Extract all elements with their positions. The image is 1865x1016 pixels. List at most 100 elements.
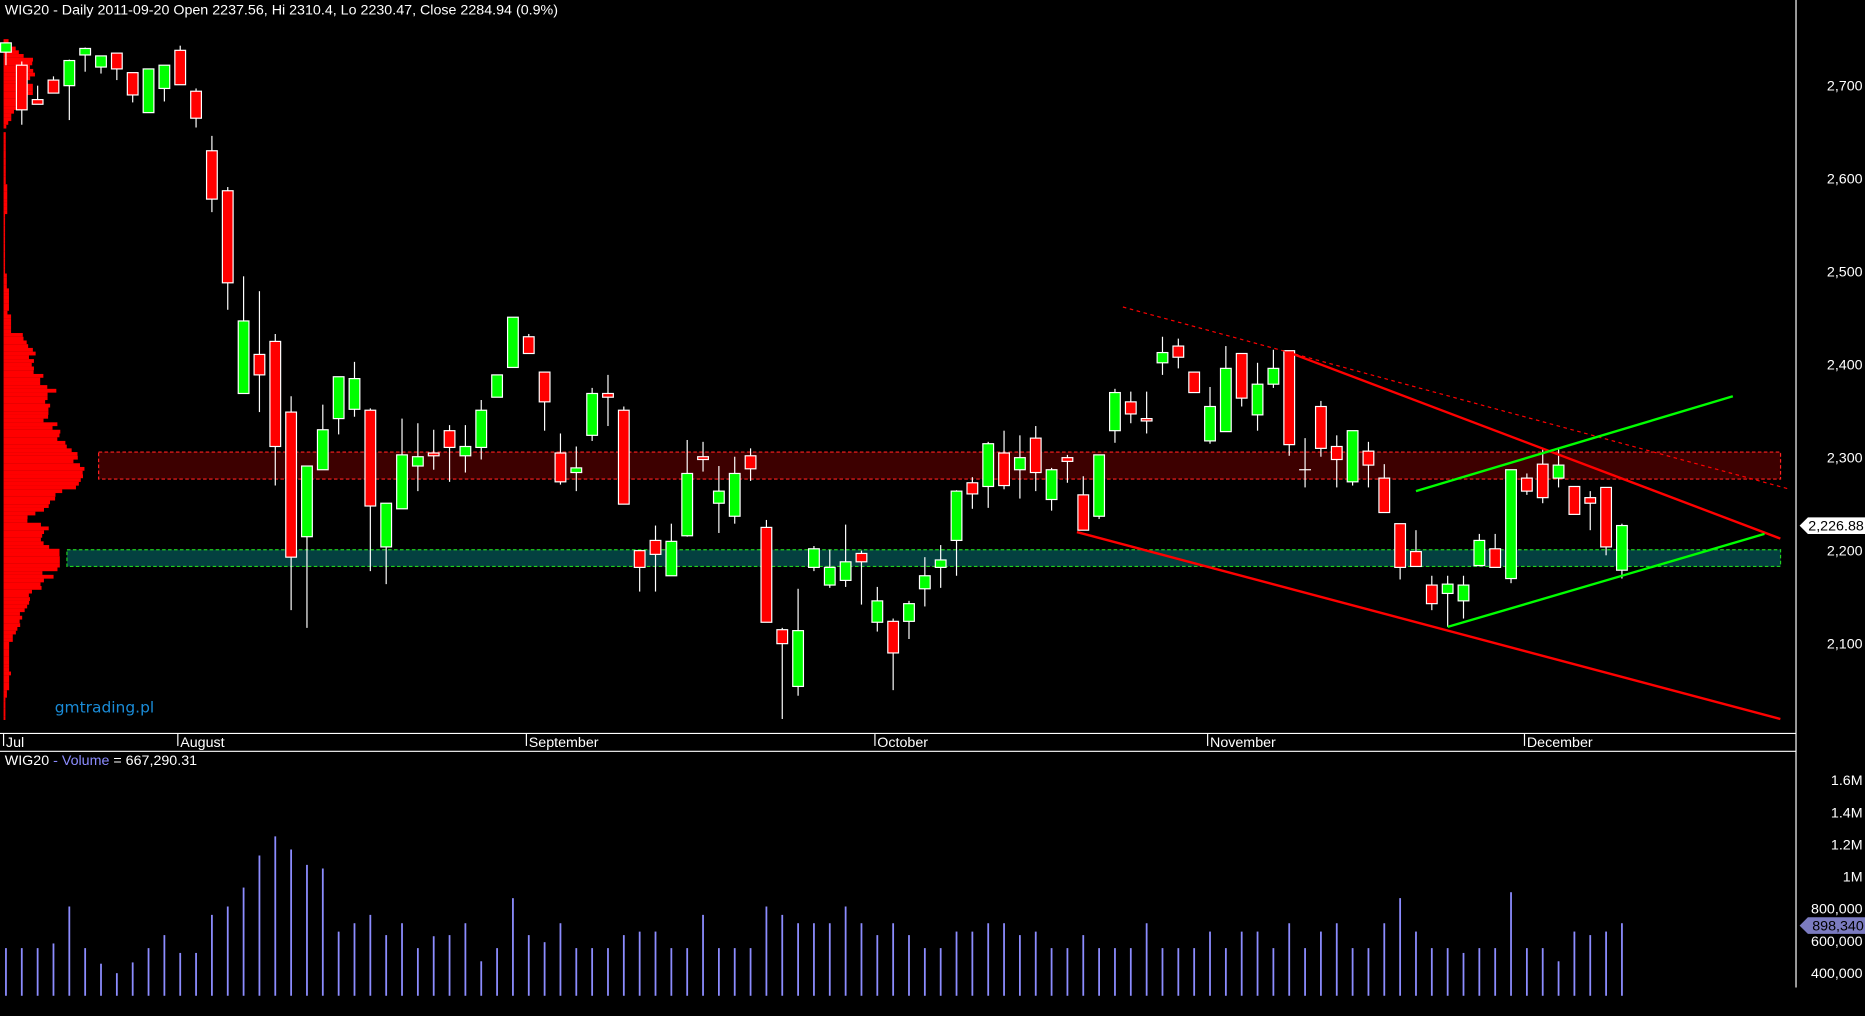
support-zone [66,549,1782,568]
volume-profile-bin [3,251,6,256]
candle-up [1219,367,1232,433]
candle-down [602,392,614,398]
candle-down [253,353,266,376]
volume-profile-bin [3,634,13,639]
candle-up [918,575,931,590]
volume-profile-bin [3,645,10,650]
trendline-rising-lower[interactable] [1447,532,1765,629]
candle-down [1362,450,1375,466]
volume-marker-label: 898,340 [1812,918,1864,934]
candle-down [1520,477,1533,492]
volume-tick-label: 1.2M [1831,837,1863,853]
volume-profile-bin [3,615,23,620]
volume-profile-bin [3,414,49,419]
volume-profile-bin [3,433,60,438]
volume-profile-bin [3,496,56,501]
volume-profile-bin [3,548,60,553]
volume-profile-bin [3,422,58,427]
candle-up [1093,454,1106,517]
volume-profile-bin [3,106,17,110]
volume-profile-bin [3,403,51,408]
watermark: gmtrading.pl [55,699,154,717]
last-price-label: 2,226.88 [1808,518,1864,534]
candle-down [998,452,1011,487]
candle-down [1124,401,1137,415]
volume-profile-bin [3,359,34,363]
candle-down [1314,405,1327,449]
candle-up [982,443,995,488]
volume-profile-bin [3,213,6,218]
volume-profile-bin [3,630,16,635]
volume-profile-bin [3,604,28,609]
volume-profile-bin [3,697,6,702]
trendline-dotted-resistance[interactable] [1122,306,1791,490]
volume-profile-bin [3,98,27,103]
volume-profile-bin [3,362,32,367]
volume-name: Volume [62,753,110,769]
volume-profile-bin [3,377,41,382]
candle-down [538,371,551,403]
volume-profile-bin [3,418,44,423]
volume-profile-bin [3,370,34,375]
volume-profile-bin [3,135,6,140]
volume-profile-bin [3,61,33,66]
volume-tick-label: 1M [1843,870,1863,886]
volume-profile-bin [3,563,60,568]
volume-profile-bin [3,612,20,616]
trendline-lower-channel[interactable] [1076,530,1781,721]
candle-up [792,630,805,688]
price-tick-label: 2,200 [1827,543,1863,559]
trendline-upper-channel[interactable] [1288,351,1781,540]
volume-profile-bin [3,582,41,587]
price-axis[interactable]: 2,700 2,600 2,500 2,400 2,300 2,200 2,100 2,226… [1799,78,1865,652]
volume-profile-bin [3,426,53,430]
volume-profile-bin [3,303,9,308]
month-label: September [529,735,599,751]
candle-down [1330,445,1343,461]
volume-profile-bin [3,180,6,185]
candle-down [554,452,567,483]
volume-profile-bin [3,381,41,386]
candle-up [1251,383,1264,416]
candle-down [31,99,44,105]
candle-up [1441,583,1454,595]
trendlines[interactable] [1076,306,1791,721]
volume-profile-bin [3,500,51,505]
volume-profile-bin [3,526,49,531]
volume-profile-bin [3,638,13,642]
volume-profile-bin [3,399,46,404]
candle-up [712,490,725,504]
candle-down [1378,477,1391,514]
volume-profile-bin [3,519,28,523]
volume-profile-bin [3,411,49,415]
volume-profile-bin [3,217,6,222]
candle-down [617,409,630,505]
volume-profile-bin [3,351,36,356]
volume-profile-bin [3,176,6,181]
trendline-rising-upper[interactable] [1415,395,1734,493]
month-label: Jul [6,735,24,751]
candle-up [1615,524,1628,571]
price-tick-label: 2,700 [1827,78,1863,94]
candle-down [855,552,868,563]
volume-profile-bin [3,600,30,605]
volume-profile-bin [3,139,6,144]
volume-profile-bin [3,541,44,546]
candle-up [934,559,947,568]
candle-down [1425,584,1438,605]
candle-down [760,526,773,623]
volume-marker-tag [1799,917,1865,934]
volume-profile-bin [3,619,20,624]
candle-down [697,456,709,461]
volume-profile-bin [3,333,23,337]
candle-down [110,52,123,70]
candle-down [221,190,234,284]
volume-profile-bin [3,57,33,62]
candle-up [63,59,76,87]
candle-down [1235,352,1248,399]
volume-profile-bin [3,173,6,177]
volume-axis[interactable]: 1.6M 1.4M 1.2M 1M 800,000 600,000 400,000 898,3… [1799,773,1865,982]
volume-profile-bin [3,574,54,579]
volume-profile-bin [3,478,81,482]
